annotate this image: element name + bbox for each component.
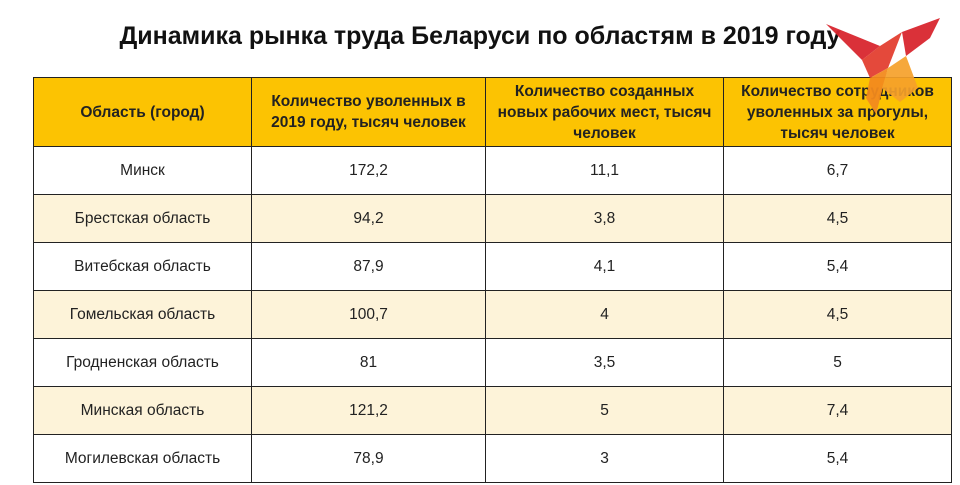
chart-title: Динамика рынка труда Беларуси по областя…: [119, 22, 841, 50]
value-cell: 78,9: [251, 434, 486, 483]
bird-logo-icon: [826, 18, 940, 114]
table-row: Витебская область 87,9 4,1 5,4: [33, 242, 952, 291]
value-cell: 87,9: [251, 242, 486, 291]
header-row: Область (город) Количество уволенных в 2…: [33, 77, 952, 147]
value-cell: 4: [485, 290, 724, 339]
region-cell: Минская область: [33, 386, 252, 435]
region-cell: Гомельская область: [33, 290, 252, 339]
region-cell: Могилевская область: [33, 434, 252, 483]
value-cell: 5,4: [723, 242, 952, 291]
value-cell: 81: [251, 338, 486, 387]
header-cell: Количество созданных новых рабочих мест,…: [485, 77, 724, 147]
value-cell: 5: [485, 386, 724, 435]
value-cell: 94,2: [251, 194, 486, 243]
header-cell: Область (город): [33, 77, 252, 147]
region-cell: Гродненская область: [33, 338, 252, 387]
table-row: Минск 172,2 11,1 6,7: [33, 146, 952, 195]
value-cell: 3,8: [485, 194, 724, 243]
table-row: Брестская область 94,2 3,8 4,5: [33, 194, 952, 243]
region-cell: Минск: [33, 146, 252, 195]
value-cell: 172,2: [251, 146, 486, 195]
value-cell: 11,1: [485, 146, 724, 195]
value-cell: 121,2: [251, 386, 486, 435]
table-row: Гомельская область 100,7 4 4,5: [33, 290, 952, 339]
value-cell: 7,4: [723, 386, 952, 435]
labor-market-table: Область (город) Количество уволенных в 2…: [33, 77, 952, 483]
value-cell: 5: [723, 338, 952, 387]
region-cell: Брестская область: [33, 194, 252, 243]
bird-tail-shape: [866, 68, 888, 114]
value-cell: 4,1: [485, 242, 724, 291]
table-row: Минская область 121,2 5 7,4: [33, 386, 952, 435]
value-cell: 5,4: [723, 434, 952, 483]
bird-wing-right-shape: [902, 18, 940, 56]
value-cell: 4,5: [723, 290, 952, 339]
table-row: Могилевская область 78,9 3 5,4: [33, 434, 952, 483]
bird-head-shape: [882, 56, 918, 102]
value-cell: 100,7: [251, 290, 486, 339]
value-cell: 4,5: [723, 194, 952, 243]
value-cell: 3: [485, 434, 724, 483]
table-row: Гродненская область 81 3,5 5: [33, 338, 952, 387]
value-cell: 6,7: [723, 146, 952, 195]
bird-body-shape: [862, 32, 902, 78]
region-cell: Витебская область: [33, 242, 252, 291]
value-cell: 3,5: [485, 338, 724, 387]
header-cell: Количество уволенных в 2019 году, тысяч …: [251, 77, 486, 147]
bird-wing-left-shape: [826, 24, 880, 60]
